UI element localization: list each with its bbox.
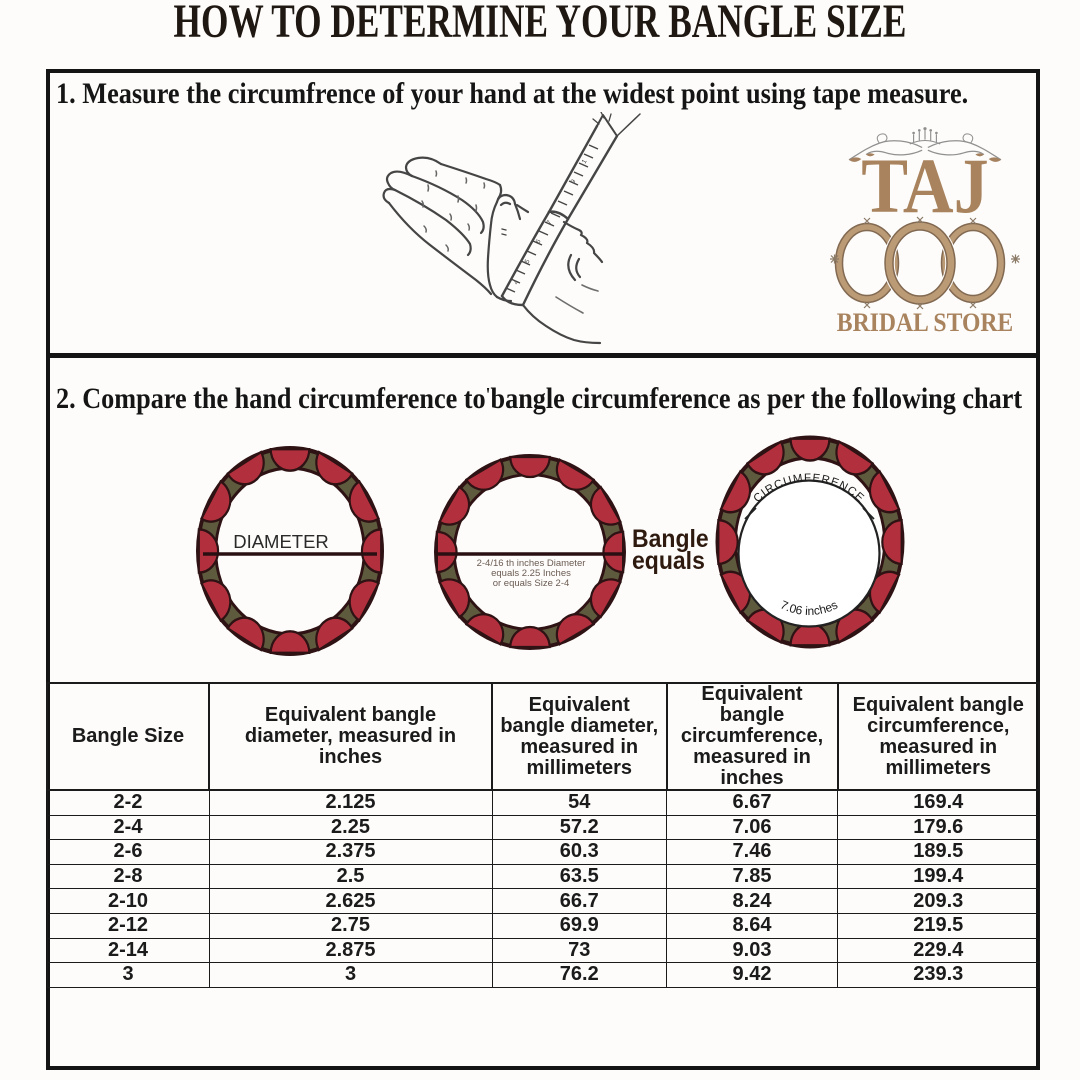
svg-text:9: 9 [570, 178, 578, 185]
svg-text:6: 6 [535, 238, 543, 245]
svg-text:1: 1 [581, 158, 589, 165]
svg-text:equals 2.25 Inches: equals 2.25 Inches [491, 568, 571, 579]
svg-text:2-4/16 th inches Diameter: 2-4/16 th inches Diameter [477, 558, 586, 569]
svg-text:7.06 inches: 7.06 inches [778, 598, 840, 618]
svg-text:DIAMETER: DIAMETER [233, 531, 329, 552]
svg-text:5: 5 [524, 258, 532, 265]
svg-text:7: 7 [546, 219, 554, 226]
svg-text:or equals Size 2-4: or equals Size 2-4 [493, 578, 570, 589]
svg-text:4: 4 [513, 279, 521, 286]
